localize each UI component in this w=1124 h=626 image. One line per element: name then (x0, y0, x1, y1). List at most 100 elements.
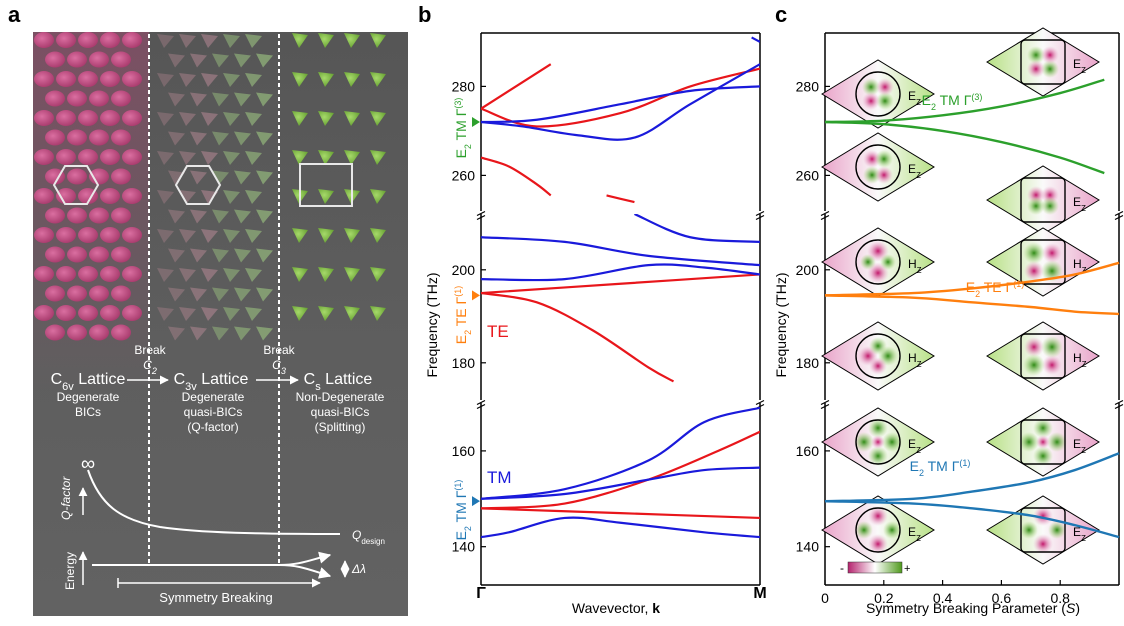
field-lobe-negative (868, 534, 888, 554)
field-lobe-positive (868, 446, 888, 466)
pink-disk (100, 266, 120, 282)
panel-c-mode-label-tm3: E2 TM Γ(3) (922, 92, 983, 112)
pink-disk (122, 32, 142, 48)
panel-c-axis-break-mark (1114, 210, 1124, 217)
panel-c-axis-break-mark (820, 210, 830, 217)
faded-triangle (256, 170, 273, 185)
mode-label-tm1-text: E2 TM Γ(1) (453, 480, 473, 541)
field-lobe-positive (1027, 46, 1045, 64)
field-lobe-positive (1041, 60, 1059, 78)
field-rhombus (821, 495, 935, 565)
field-profile-diagram (821, 227, 935, 297)
panel-c-y-tick-label: 260 (796, 167, 820, 183)
field-rhombus (821, 59, 935, 129)
pink-disk (45, 90, 65, 107)
field-component-label: HZ (1073, 257, 1087, 275)
lattice-desc-c6v-2: BICs (75, 405, 101, 419)
pink-disk (34, 71, 54, 87)
panel-b-ylabel: Frequency (THz) (424, 272, 440, 377)
band-line-te (481, 273, 760, 295)
faded-triangle (245, 112, 262, 126)
faded-triangle (223, 229, 240, 243)
faded-triangle (201, 73, 218, 87)
field-profile-diagram (986, 321, 1100, 391)
splitting-curve (824, 294, 1120, 316)
faded-triangle (190, 170, 207, 185)
pink-disk (89, 129, 109, 146)
faded-triangle (212, 170, 229, 185)
panel-b-te-label: TE (487, 322, 509, 341)
faded-triangle (168, 248, 185, 263)
faded-triangle (157, 34, 174, 48)
faded-triangle (157, 307, 174, 321)
mode-marker-triangle (472, 290, 480, 301)
field-profile-diagram (821, 495, 935, 565)
pink-disk (100, 188, 120, 204)
field-lobe-negative (862, 92, 880, 110)
green-triangle (370, 150, 386, 165)
pink-disk (122, 71, 142, 87)
green-triangle (318, 306, 334, 321)
q-factor-curve (87, 469, 341, 535)
panel-c-y-tick-label: 160 (796, 443, 820, 459)
field-rhombus (986, 321, 1100, 391)
q-factor-axis-label: Q-factor (59, 476, 73, 520)
green-triangle (318, 267, 334, 282)
panel-b-band-diagram: 140 160 180 200 260 280 Frequency (THz) Wavev… (424, 32, 767, 616)
band-line-te (481, 291, 675, 383)
pink-disk (100, 227, 120, 243)
faded-triangle (223, 268, 240, 282)
band-line-tm (751, 36, 760, 43)
band-line-tm (481, 236, 760, 267)
band-line-tm (481, 466, 760, 500)
resonator-square (1020, 333, 1066, 379)
panel-b-axis-break-mark (476, 403, 486, 410)
symmetry-breaking-label: Symmetry Breaking (159, 590, 272, 605)
green-triangle (292, 33, 308, 48)
field-profile-diagram (821, 321, 935, 391)
pink-disk (67, 168, 87, 185)
pink-disk (78, 266, 98, 282)
faded-triangle (245, 268, 262, 282)
field-lobe-positive (854, 432, 874, 452)
panel-b-axis-break-mark (476, 399, 486, 406)
pink-disk (111, 168, 131, 185)
faded-triangle (234, 53, 251, 68)
panel-b-axis-break-mark (755, 214, 765, 221)
panel-c-x-tick-label: 0.8 (1050, 590, 1070, 606)
colorbar-max-label: + (904, 563, 910, 575)
green-triangle (292, 111, 308, 126)
delta-lambda-label: Δλ (351, 562, 366, 576)
pink-disk (122, 266, 142, 282)
faded-triangle (234, 248, 251, 263)
field-profile-diagram (986, 227, 1100, 297)
faded-triangle (212, 287, 229, 302)
green-triangle (318, 189, 334, 204)
pink-disk (56, 32, 76, 48)
band-line-te (481, 67, 760, 128)
faded-triangle (157, 190, 174, 204)
panel-label-b: b (418, 2, 431, 27)
resonator-square (1020, 39, 1066, 85)
green-triangle (344, 228, 360, 243)
field-lobe-positive (1020, 521, 1038, 539)
colorbar (847, 561, 903, 574)
colorbar-min-label: - (840, 561, 844, 575)
faded-triangle (179, 307, 196, 321)
field-lobe-negative (868, 506, 888, 526)
pink-disk (78, 149, 98, 165)
panel-b-y-tick-label: 160 (452, 443, 476, 459)
rectangle-unit-cell-cs (299, 163, 353, 207)
pink-disk (89, 90, 109, 107)
faded-triangle (212, 53, 229, 68)
pink-disk (122, 110, 142, 126)
panel-b-axis-break-mark (476, 210, 486, 217)
pink-disk (78, 227, 98, 243)
field-component-label: EZ (1073, 525, 1086, 543)
field-lobe-negative (1024, 337, 1044, 357)
field-lobe-negative (871, 435, 885, 449)
field-lobe-negative (1036, 435, 1050, 449)
faded-triangle (168, 209, 185, 224)
pink-disk (67, 129, 87, 146)
